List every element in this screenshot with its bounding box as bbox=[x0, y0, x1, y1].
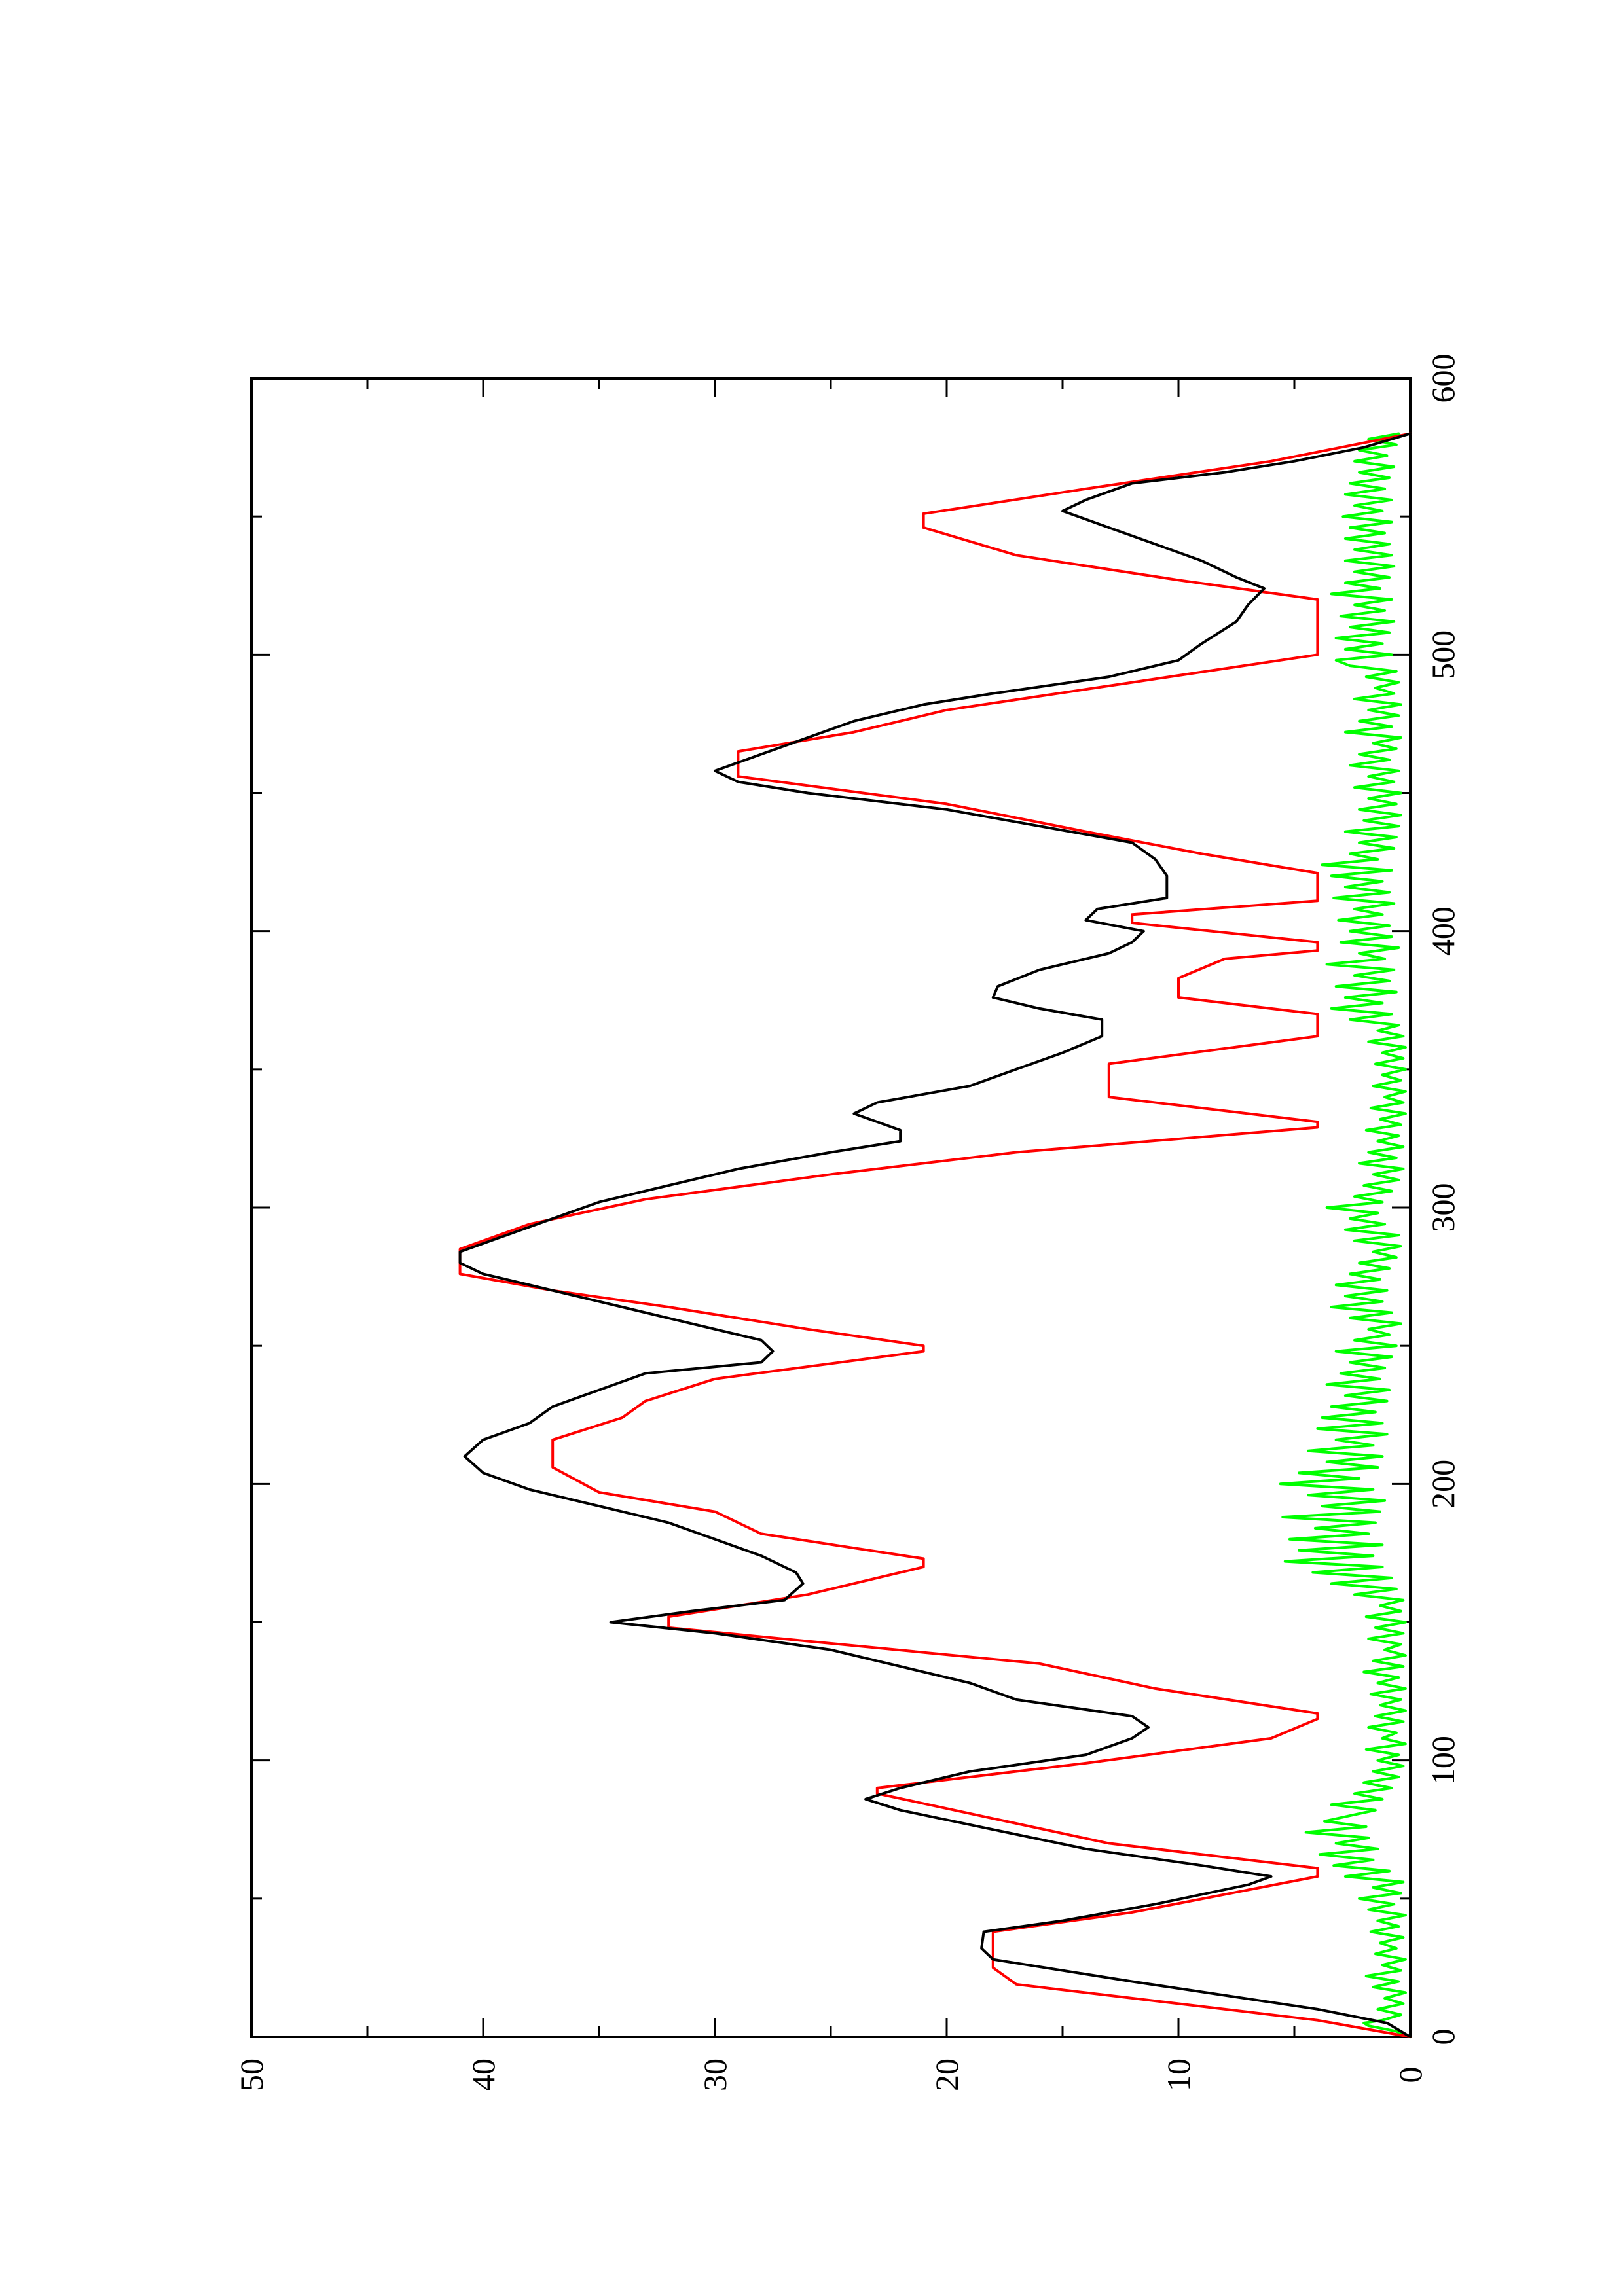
series-group bbox=[458, 432, 1412, 2038]
y-tick-label: 0 bbox=[1392, 2067, 1429, 2083]
y-tick-label: 40 bbox=[465, 2058, 501, 2091]
x-tick-label: 200 bbox=[1425, 1460, 1461, 1509]
tick-labels: 0 100 200 300 400 500 600 0 10 20 30 40 50 bbox=[233, 354, 1461, 2092]
y-tick-label: 10 bbox=[1160, 2058, 1197, 2091]
y-tick-label: 50 bbox=[233, 2058, 270, 2091]
plot-frame bbox=[250, 377, 1412, 2038]
x-tick-label: 100 bbox=[1425, 1736, 1461, 1785]
series-green-line bbox=[1279, 432, 1412, 2038]
series-black-line bbox=[458, 432, 1412, 2038]
x-tick-label: 500 bbox=[1425, 630, 1461, 679]
x-tick-label: 300 bbox=[1425, 1183, 1461, 1232]
x-tick-label: 400 bbox=[1425, 906, 1461, 956]
y-tick-label: 30 bbox=[697, 2058, 733, 2091]
x-tick-label: 600 bbox=[1425, 354, 1461, 403]
tick-marks bbox=[250, 377, 1412, 2038]
series-red-line bbox=[458, 432, 1412, 2038]
x-tick-label: 0 bbox=[1425, 2029, 1461, 2045]
y-tick-label: 20 bbox=[928, 2058, 965, 2091]
